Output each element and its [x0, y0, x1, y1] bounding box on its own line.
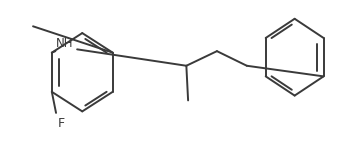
Text: NH: NH	[56, 37, 73, 50]
Text: F: F	[58, 117, 65, 130]
